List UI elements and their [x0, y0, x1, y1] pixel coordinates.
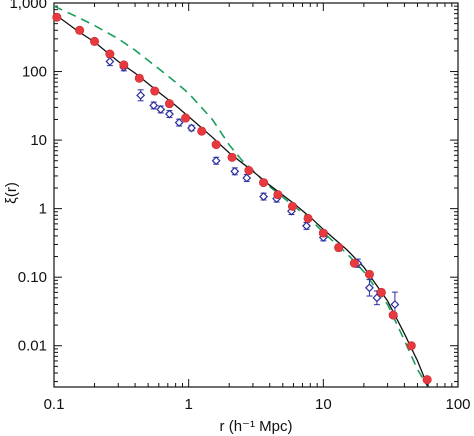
blue-diamond-point [165, 109, 174, 119]
red-circle-point [119, 60, 129, 70]
y-axis-label: ξ(r) [3, 182, 20, 204]
red-circle-point [244, 166, 254, 176]
blue-diamond-point [242, 173, 252, 183]
red-circle-point [105, 49, 115, 59]
red-circle-point [52, 12, 62, 22]
blue-diamond-point [372, 293, 382, 303]
plot-frame [53, 2, 459, 388]
x-tick-label: 0.1 [44, 396, 65, 413]
red-circle-series [52, 12, 432, 385]
red-circle-point [376, 287, 386, 297]
black-solid-curve [54, 13, 429, 387]
tick-labels: 0.1 1 10 100 0.01 0.10 1 10 100 1,000 [9, 0, 470, 413]
y-tick-label: 0.10 [18, 269, 47, 286]
blue-diamond-point [105, 57, 115, 66]
blue-diamond-point [230, 166, 240, 176]
red-circle-point [273, 190, 283, 200]
green-dashed-curve [54, 5, 429, 387]
red-circle-point [75, 25, 85, 35]
red-circle-point [364, 269, 374, 279]
x-axis-label: r (h⁻¹ Mpc) [220, 418, 293, 435]
blue-diamond-point [302, 221, 311, 231]
blue-diamond-point [174, 118, 184, 128]
blue-diamond-point [211, 156, 221, 166]
x-tick-label: 100 [445, 396, 470, 413]
x-tick-label: 10 [315, 396, 332, 413]
x-tick-label: 1 [184, 396, 192, 413]
red-circle-point [197, 126, 207, 136]
blue-diamond-series [105, 56, 400, 318]
red-circle-point [259, 178, 269, 188]
red-circle-point [388, 310, 398, 320]
y-tick-label: 1 [39, 201, 47, 218]
blue-diamond-point [259, 192, 269, 202]
red-circle-point [134, 73, 144, 83]
blue-diamond-point [187, 123, 196, 133]
y-tick-label: 0.01 [18, 338, 47, 355]
red-circle-point [164, 99, 174, 109]
red-circle-point [406, 341, 416, 351]
axis-ticks [53, 3, 458, 387]
red-circle-point [349, 258, 359, 268]
blue-diamond-point [136, 90, 146, 100]
red-circle-point [227, 152, 237, 162]
red-circle-point [181, 113, 191, 123]
blue-diamond-point [390, 300, 400, 309]
y-tick-label: 1,000 [9, 0, 47, 12]
red-circle-point [422, 375, 432, 385]
blue-diamond-point [364, 283, 374, 293]
red-circle-point [303, 213, 313, 223]
y-tick-label: 10 [30, 132, 47, 149]
blue-diamond-point [149, 101, 159, 110]
red-circle-point [318, 228, 328, 238]
red-circle-point [90, 36, 100, 46]
red-circle-point [334, 243, 344, 253]
y-tick-label: 100 [22, 64, 47, 81]
red-circle-point [150, 86, 160, 96]
red-circle-point [287, 201, 297, 211]
blue-diamond-point [156, 104, 166, 114]
red-circle-point [211, 140, 221, 150]
